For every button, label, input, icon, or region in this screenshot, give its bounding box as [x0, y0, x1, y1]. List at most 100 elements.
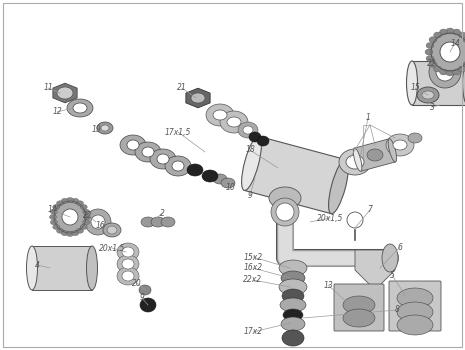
Ellipse shape — [238, 122, 258, 138]
Ellipse shape — [431, 33, 465, 71]
Polygon shape — [32, 246, 92, 290]
Text: 16x2: 16x2 — [244, 264, 263, 273]
Ellipse shape — [53, 204, 60, 210]
Circle shape — [347, 212, 363, 228]
Ellipse shape — [141, 217, 155, 227]
Ellipse shape — [107, 226, 117, 234]
FancyBboxPatch shape — [389, 281, 441, 331]
Ellipse shape — [388, 139, 397, 162]
Ellipse shape — [282, 330, 304, 346]
Ellipse shape — [83, 209, 90, 214]
Ellipse shape — [213, 110, 227, 120]
Text: 19: 19 — [91, 126, 101, 134]
Ellipse shape — [281, 271, 305, 285]
Text: 22: 22 — [83, 210, 93, 219]
Ellipse shape — [425, 49, 433, 55]
Ellipse shape — [386, 134, 414, 156]
Ellipse shape — [72, 198, 79, 203]
Polygon shape — [244, 136, 345, 214]
Ellipse shape — [76, 228, 84, 233]
Ellipse shape — [172, 161, 184, 171]
Ellipse shape — [103, 223, 121, 237]
Ellipse shape — [61, 198, 68, 203]
Ellipse shape — [80, 204, 87, 210]
Polygon shape — [186, 88, 210, 108]
Ellipse shape — [439, 69, 447, 75]
Ellipse shape — [122, 271, 134, 281]
Ellipse shape — [452, 29, 460, 35]
Text: 18: 18 — [245, 146, 255, 154]
Ellipse shape — [243, 126, 253, 134]
Ellipse shape — [367, 149, 383, 161]
Ellipse shape — [117, 267, 139, 285]
Ellipse shape — [281, 317, 305, 331]
Ellipse shape — [50, 209, 57, 214]
Ellipse shape — [439, 29, 447, 35]
Ellipse shape — [66, 197, 73, 203]
Ellipse shape — [242, 136, 261, 190]
Ellipse shape — [463, 61, 465, 67]
Ellipse shape — [61, 231, 68, 236]
Ellipse shape — [49, 215, 57, 219]
Text: 11: 11 — [43, 84, 53, 92]
Ellipse shape — [446, 70, 454, 76]
Ellipse shape — [434, 32, 442, 38]
Ellipse shape — [86, 246, 98, 290]
Ellipse shape — [440, 42, 460, 62]
Ellipse shape — [165, 156, 191, 176]
Ellipse shape — [408, 133, 422, 143]
Ellipse shape — [417, 87, 439, 103]
Ellipse shape — [279, 279, 307, 295]
Ellipse shape — [269, 187, 301, 209]
Ellipse shape — [91, 215, 105, 229]
Ellipse shape — [142, 147, 154, 157]
Polygon shape — [355, 250, 395, 290]
Ellipse shape — [135, 142, 161, 162]
Ellipse shape — [55, 202, 85, 232]
Ellipse shape — [458, 32, 465, 38]
Ellipse shape — [66, 231, 73, 237]
FancyBboxPatch shape — [334, 284, 384, 331]
Ellipse shape — [72, 231, 79, 236]
Ellipse shape — [206, 104, 234, 126]
Text: 22: 22 — [427, 58, 437, 68]
Ellipse shape — [57, 228, 64, 233]
Ellipse shape — [429, 56, 461, 88]
Ellipse shape — [463, 61, 465, 105]
Ellipse shape — [140, 298, 156, 312]
Polygon shape — [412, 61, 465, 105]
Ellipse shape — [458, 66, 465, 72]
Ellipse shape — [406, 61, 418, 105]
Ellipse shape — [150, 149, 176, 169]
Ellipse shape — [76, 201, 84, 206]
Ellipse shape — [57, 201, 64, 206]
Text: 22x2: 22x2 — [244, 275, 263, 285]
Ellipse shape — [67, 99, 93, 117]
Ellipse shape — [139, 285, 151, 295]
Ellipse shape — [202, 170, 218, 182]
Ellipse shape — [117, 243, 139, 261]
Text: 20x1,5: 20x1,5 — [99, 244, 125, 252]
Text: 7: 7 — [367, 205, 372, 215]
Ellipse shape — [213, 174, 227, 184]
Ellipse shape — [122, 247, 134, 257]
Ellipse shape — [282, 289, 304, 303]
Text: 5: 5 — [390, 271, 394, 280]
Ellipse shape — [276, 203, 294, 221]
Ellipse shape — [191, 93, 205, 103]
Ellipse shape — [279, 260, 307, 276]
Ellipse shape — [80, 224, 87, 230]
Text: 2: 2 — [159, 209, 165, 217]
Text: 16: 16 — [95, 220, 105, 230]
Ellipse shape — [101, 125, 109, 131]
Ellipse shape — [382, 244, 398, 272]
Text: 13: 13 — [323, 280, 333, 289]
Ellipse shape — [329, 160, 348, 214]
Text: 3: 3 — [430, 103, 434, 112]
Ellipse shape — [127, 140, 139, 150]
Text: 15: 15 — [410, 84, 420, 92]
Text: 10: 10 — [225, 182, 235, 191]
Text: 14: 14 — [450, 38, 460, 48]
Polygon shape — [53, 83, 77, 103]
Text: 1: 1 — [365, 113, 371, 122]
